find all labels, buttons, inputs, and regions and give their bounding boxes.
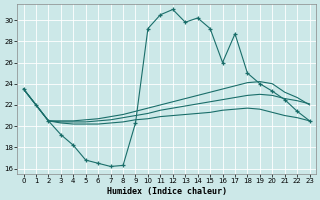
X-axis label: Humidex (Indice chaleur): Humidex (Indice chaleur): [107, 187, 227, 196]
